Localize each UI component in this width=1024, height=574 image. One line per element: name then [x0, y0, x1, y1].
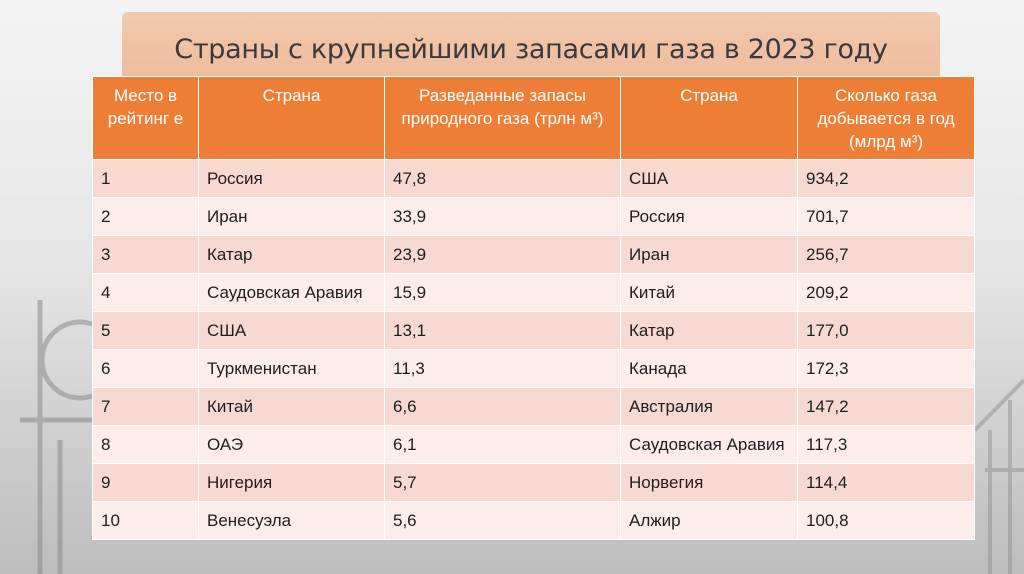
table-row: 4 Саудовская Аравия 15,9 Китай 209,2: [92, 273, 975, 312]
table-row: 2 Иран 33,9 Россия 701,7: [92, 197, 975, 236]
table-row: 8 ОАЭ 6,1 Саудовская Аравия 117,3: [92, 425, 975, 464]
reserves-cell: 47,8: [384, 159, 621, 198]
reserves-cell: 6,6: [384, 387, 621, 426]
header-rank: Место в рейтинг е: [92, 76, 199, 160]
reserves-cell: 13,1: [384, 311, 621, 350]
country-cell: Саудовская Аравия: [620, 425, 798, 464]
reserves-cell: 15,9: [384, 273, 621, 312]
rank-cell: 8: [92, 425, 199, 464]
production-cell: 701,7: [797, 197, 975, 236]
country-cell: Нигерия: [198, 463, 385, 502]
rank-cell: 2: [92, 197, 199, 236]
production-cell: 172,3: [797, 349, 975, 388]
country-cell: Алжир: [620, 501, 798, 540]
country-cell: Россия: [198, 159, 385, 198]
table-row: 3 Катар 23,9 Иран 256,7: [92, 235, 975, 274]
reserves-cell: 5,6: [384, 501, 621, 540]
production-cell: 100,8: [797, 501, 975, 540]
reserves-cell: 5,7: [384, 463, 621, 502]
country-cell: Иран: [620, 235, 798, 274]
production-cell: 209,2: [797, 273, 975, 312]
country-cell: Иран: [198, 197, 385, 236]
production-cell: 117,3: [797, 425, 975, 464]
country-cell: Катар: [620, 311, 798, 350]
header-country-production: Страна: [620, 76, 798, 160]
rank-cell: 9: [92, 463, 199, 502]
production-cell: 256,7: [797, 235, 975, 274]
country-cell: Россия: [620, 197, 798, 236]
production-cell: 177,0: [797, 311, 975, 350]
country-cell: США: [620, 159, 798, 198]
table-row: 7 Китай 6,6 Австралия 147,2: [92, 387, 975, 426]
header-production: Сколько газа добывается в год (млрд м³): [797, 76, 975, 160]
country-cell: Норвегия: [620, 463, 798, 502]
rank-cell: 6: [92, 349, 199, 388]
country-cell: Австралия: [620, 387, 798, 426]
country-cell: Саудовская Аравия: [198, 273, 385, 312]
gas-reserves-table: Место в рейтинг е Страна Разведанные зап…: [92, 76, 975, 540]
table-row: 9 Нигерия 5,7 Норвегия 114,4: [92, 463, 975, 502]
rank-cell: 10: [92, 501, 199, 540]
rank-cell: 7: [92, 387, 199, 426]
rank-cell: 1: [92, 159, 199, 198]
country-cell: США: [198, 311, 385, 350]
table-row: 5 США 13,1 Катар 177,0: [92, 311, 975, 350]
table-header-row: Место в рейтинг е Страна Разведанные зап…: [92, 76, 975, 160]
rank-cell: 5: [92, 311, 199, 350]
country-cell: Туркменистан: [198, 349, 385, 388]
reserves-cell: 6,1: [384, 425, 621, 464]
table-row: 10 Венесуэла 5,6 Алжир 100,8: [92, 501, 975, 540]
rank-cell: 3: [92, 235, 199, 274]
country-cell: Китай: [620, 273, 798, 312]
rank-cell: 4: [92, 273, 199, 312]
country-cell: ОАЭ: [198, 425, 385, 464]
reserves-cell: 33,9: [384, 197, 621, 236]
slide-title: Страны с крупнейшими запасами газа в 202…: [174, 34, 888, 65]
reserves-cell: 11,3: [384, 349, 621, 388]
country-cell: Китай: [198, 387, 385, 426]
reserves-cell: 23,9: [384, 235, 621, 274]
country-cell: Венесуэла: [198, 501, 385, 540]
production-cell: 114,4: [797, 463, 975, 502]
production-cell: 934,2: [797, 159, 975, 198]
country-cell: Канада: [620, 349, 798, 388]
table-row: 1 Россия 47,8 США 934,2: [92, 159, 975, 198]
production-cell: 147,2: [797, 387, 975, 426]
table-row: 6 Туркменистан 11,3 Канада 172,3: [92, 349, 975, 388]
header-reserves: Разведанные запасы природного газа (трлн…: [384, 76, 621, 160]
header-country-reserves: Страна: [198, 76, 385, 160]
country-cell: Катар: [198, 235, 385, 274]
